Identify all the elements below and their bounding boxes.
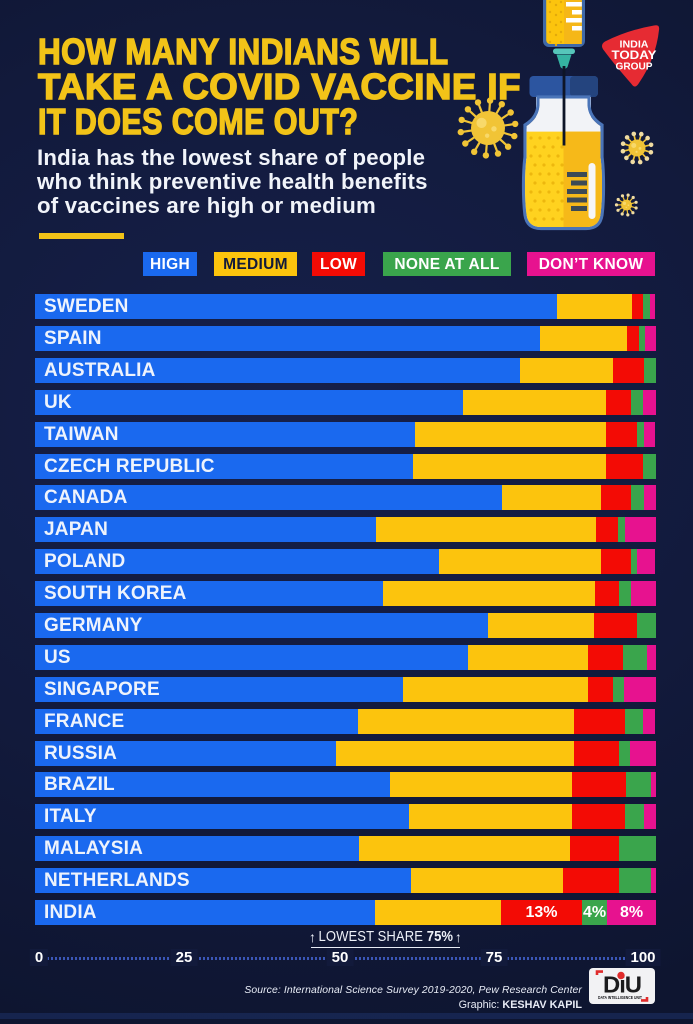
svg-text:DATA INTELLIGENCE UNIT: DATA INTELLIGENCE UNIT (598, 995, 642, 1000)
svg-text:TODAY: TODAY (612, 50, 657, 62)
svg-text:GROUP: GROUP (616, 62, 653, 73)
svg-text:INDIA: INDIA (620, 40, 649, 51)
